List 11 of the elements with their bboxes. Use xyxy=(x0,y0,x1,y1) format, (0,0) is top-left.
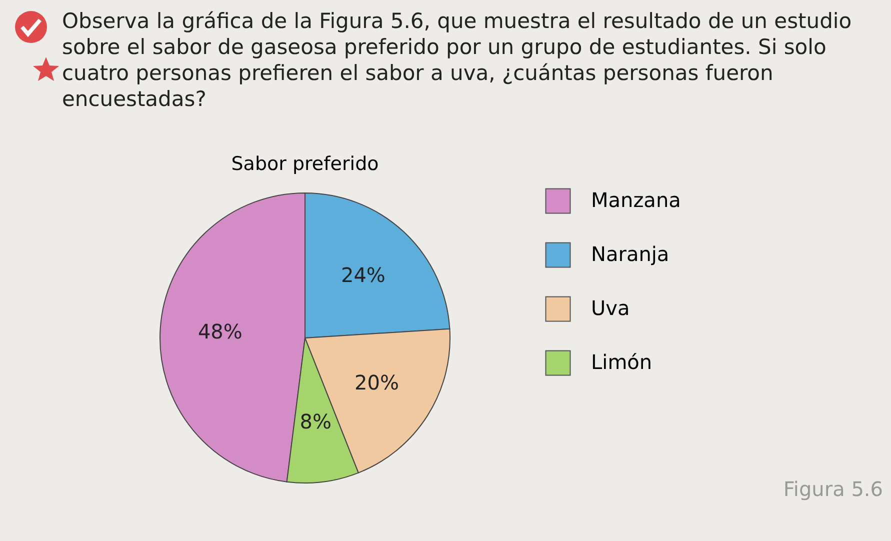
data-label: 8% xyxy=(300,409,332,434)
legend-label: Limón xyxy=(591,350,652,374)
data-label: 24% xyxy=(340,263,386,288)
text: Figura 5.6 xyxy=(783,477,883,501)
data-label: 48% xyxy=(198,320,242,344)
data-label: 20% xyxy=(354,370,399,395)
legend-label: Uva xyxy=(591,296,630,320)
chart-title: Sabor preferido xyxy=(231,153,379,175)
text: Observa la gráfica de la Figura 5.6, que muestra el resultado de un estudio sobre el sabor de gaseosa preferido por un grupo de estudiantes. Si solo cuatro personas prefieren el sabor a uva, ¿cuántas personas fueron encuestadas? xyxy=(62,8,853,112)
legend-label: Naranja xyxy=(591,242,670,266)
legend-label: Manzana xyxy=(591,188,681,212)
